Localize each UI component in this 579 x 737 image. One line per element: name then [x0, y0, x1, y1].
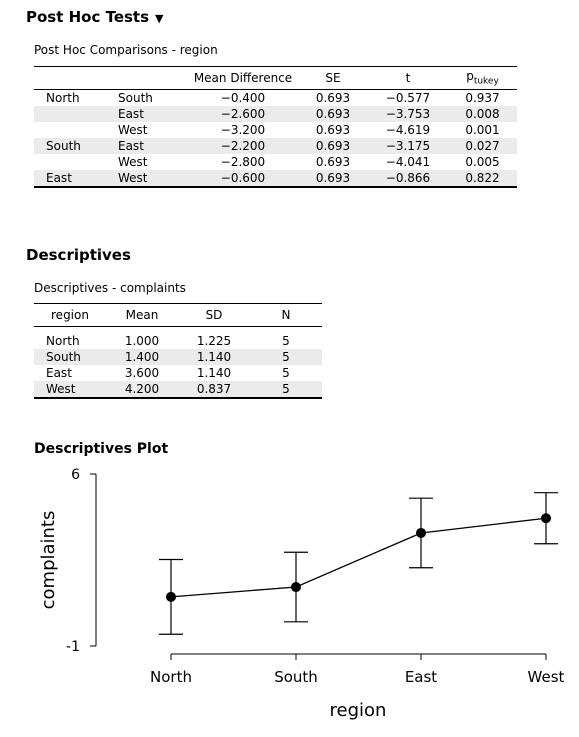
- header-sd: SD: [205, 308, 223, 322]
- descriptives-plot: -1 6 North South East West region complaints: [38, 467, 565, 721]
- region-cell: East: [46, 366, 72, 380]
- posthoc-header-row: Mean Difference SE t ptukey: [34, 66, 517, 90]
- se-cell: 0.693: [315, 155, 351, 169]
- comparison-group1: [34, 122, 118, 138]
- x-tick-label: East: [405, 668, 437, 686]
- header-group2: [118, 67, 188, 90]
- p-tukey-cell: 0.937: [465, 91, 500, 105]
- sd-cell: 1.225: [196, 334, 232, 348]
- header-p-tukey: ptukey: [466, 69, 499, 87]
- mean-difference-cell: −0.600: [188, 170, 298, 187]
- sd-cell: 0.837: [178, 381, 250, 398]
- mean-difference-cell: −2.200: [188, 138, 298, 154]
- mean-difference-cell: −2.800: [220, 155, 266, 169]
- descriptives-row: South 1.400 1.140 5: [34, 349, 322, 365]
- posthoc-row: East −2.600 0.693 −3.753 0.008: [34, 106, 517, 122]
- header-n: N: [281, 308, 291, 322]
- descriptives-row: West 4.200 0.837 5: [34, 381, 322, 398]
- data-point: [166, 591, 176, 602]
- header-group1: [34, 67, 118, 90]
- p-tukey-cell: 0.001: [465, 123, 500, 137]
- posthoc-heading-label: Post Hoc Tests: [26, 8, 150, 26]
- x-tick-label: South: [274, 668, 318, 686]
- mean-difference-cell: −3.200: [220, 123, 266, 137]
- x-tick-label: North: [150, 668, 192, 686]
- sd-cell: 1.140: [178, 349, 250, 365]
- t-cell: −0.577: [385, 91, 431, 105]
- posthoc-row: East West −0.600 0.693 −0.866 0.822: [34, 170, 517, 187]
- se-cell: 0.693: [315, 123, 351, 137]
- mean-difference-cell: −0.400: [220, 91, 266, 105]
- comparison-group2: West: [118, 123, 148, 137]
- comparison-group2: South: [118, 91, 153, 105]
- n-cell: 5: [250, 381, 322, 398]
- posthoc-table-caption: Post Hoc Comparisons - region: [34, 43, 218, 57]
- mean-cell: 3.600: [124, 366, 160, 380]
- comparison-group2: West: [118, 155, 148, 169]
- data-point: [416, 527, 426, 538]
- t-cell: −0.866: [368, 170, 448, 187]
- descriptives-header-row: region Mean SD N: [34, 303, 322, 327]
- descriptives-row: East 3.600 1.140 5: [34, 365, 322, 381]
- descriptives-heading: Descriptives: [26, 246, 131, 264]
- data-point: [541, 513, 551, 524]
- y-tick-label: 6: [71, 467, 80, 483]
- t-cell: −4.041: [385, 155, 431, 169]
- se-cell: 0.693: [298, 106, 368, 122]
- p-tukey-cell: 0.008: [448, 106, 517, 122]
- posthoc-row: South East −2.200 0.693 −3.175 0.027: [34, 138, 517, 154]
- y-axis-label: complaints: [38, 511, 59, 610]
- mean-difference-cell: −2.600: [188, 106, 298, 122]
- n-cell: 5: [282, 334, 290, 348]
- data-point: [291, 582, 301, 593]
- t-cell: −3.753: [368, 106, 448, 122]
- posthoc-table: Mean Difference SE t ptukey North South −0…: [34, 66, 517, 188]
- comparison-group1: East: [34, 170, 118, 187]
- descriptives-row: North 1.000 1.225 5: [34, 333, 322, 349]
- comparison-group2: East: [118, 106, 188, 122]
- region-cell: South: [34, 349, 106, 365]
- header-mean-difference: Mean Difference: [193, 71, 293, 85]
- posthoc-row: West −3.200 0.693 −4.619 0.001: [34, 122, 517, 138]
- mean-cell: 1.000: [124, 334, 160, 348]
- se-cell: 0.693: [315, 91, 351, 105]
- region-cell: North: [46, 334, 80, 348]
- n-cell: 5: [250, 349, 322, 365]
- header-region: region: [51, 308, 89, 322]
- se-cell: 0.693: [298, 170, 368, 187]
- region-cell: West: [34, 381, 106, 398]
- comparison-group1: [34, 154, 118, 170]
- comparison-group2: West: [118, 170, 188, 187]
- x-axis-label: region: [330, 700, 387, 721]
- se-cell: 0.693: [298, 138, 368, 154]
- comparison-group2: East: [118, 138, 188, 154]
- p-tukey-cell: 0.027: [448, 138, 517, 154]
- t-cell: −3.175: [368, 138, 448, 154]
- descriptives-table-caption: Descriptives - complaints: [34, 281, 186, 295]
- header-t: t: [405, 71, 411, 85]
- comparison-group1: South: [34, 138, 118, 154]
- descriptives-table: region Mean SD N North 1.000 1.225 5 South 1.…: [34, 303, 322, 399]
- mean-cell: 4.200: [106, 381, 178, 398]
- n-cell: 5: [282, 366, 290, 380]
- series-line: [170, 517, 547, 598]
- p-tukey-cell: 0.005: [465, 155, 500, 169]
- x-tick-label: West: [528, 668, 565, 686]
- t-cell: −4.619: [385, 123, 431, 137]
- plot-heading: Descriptives Plot: [34, 441, 169, 457]
- mean-cell: 1.400: [106, 349, 178, 365]
- y-tick-label: -1: [66, 639, 80, 655]
- comparison-group1: [34, 106, 118, 122]
- header-mean: Mean: [125, 308, 159, 322]
- p-tukey-cell: 0.822: [448, 170, 517, 187]
- sd-cell: 1.140: [196, 366, 232, 380]
- posthoc-row: West −2.800 0.693 −4.041 0.005: [34, 154, 517, 170]
- posthoc-heading[interactable]: Post Hoc Tests ▼: [26, 8, 164, 26]
- collapse-triangle-icon[interactable]: ▼: [155, 12, 164, 25]
- posthoc-row: North South −0.400 0.693 −0.577 0.937: [34, 90, 517, 107]
- header-se: SE: [325, 71, 341, 85]
- comparison-group1: North: [46, 91, 80, 105]
